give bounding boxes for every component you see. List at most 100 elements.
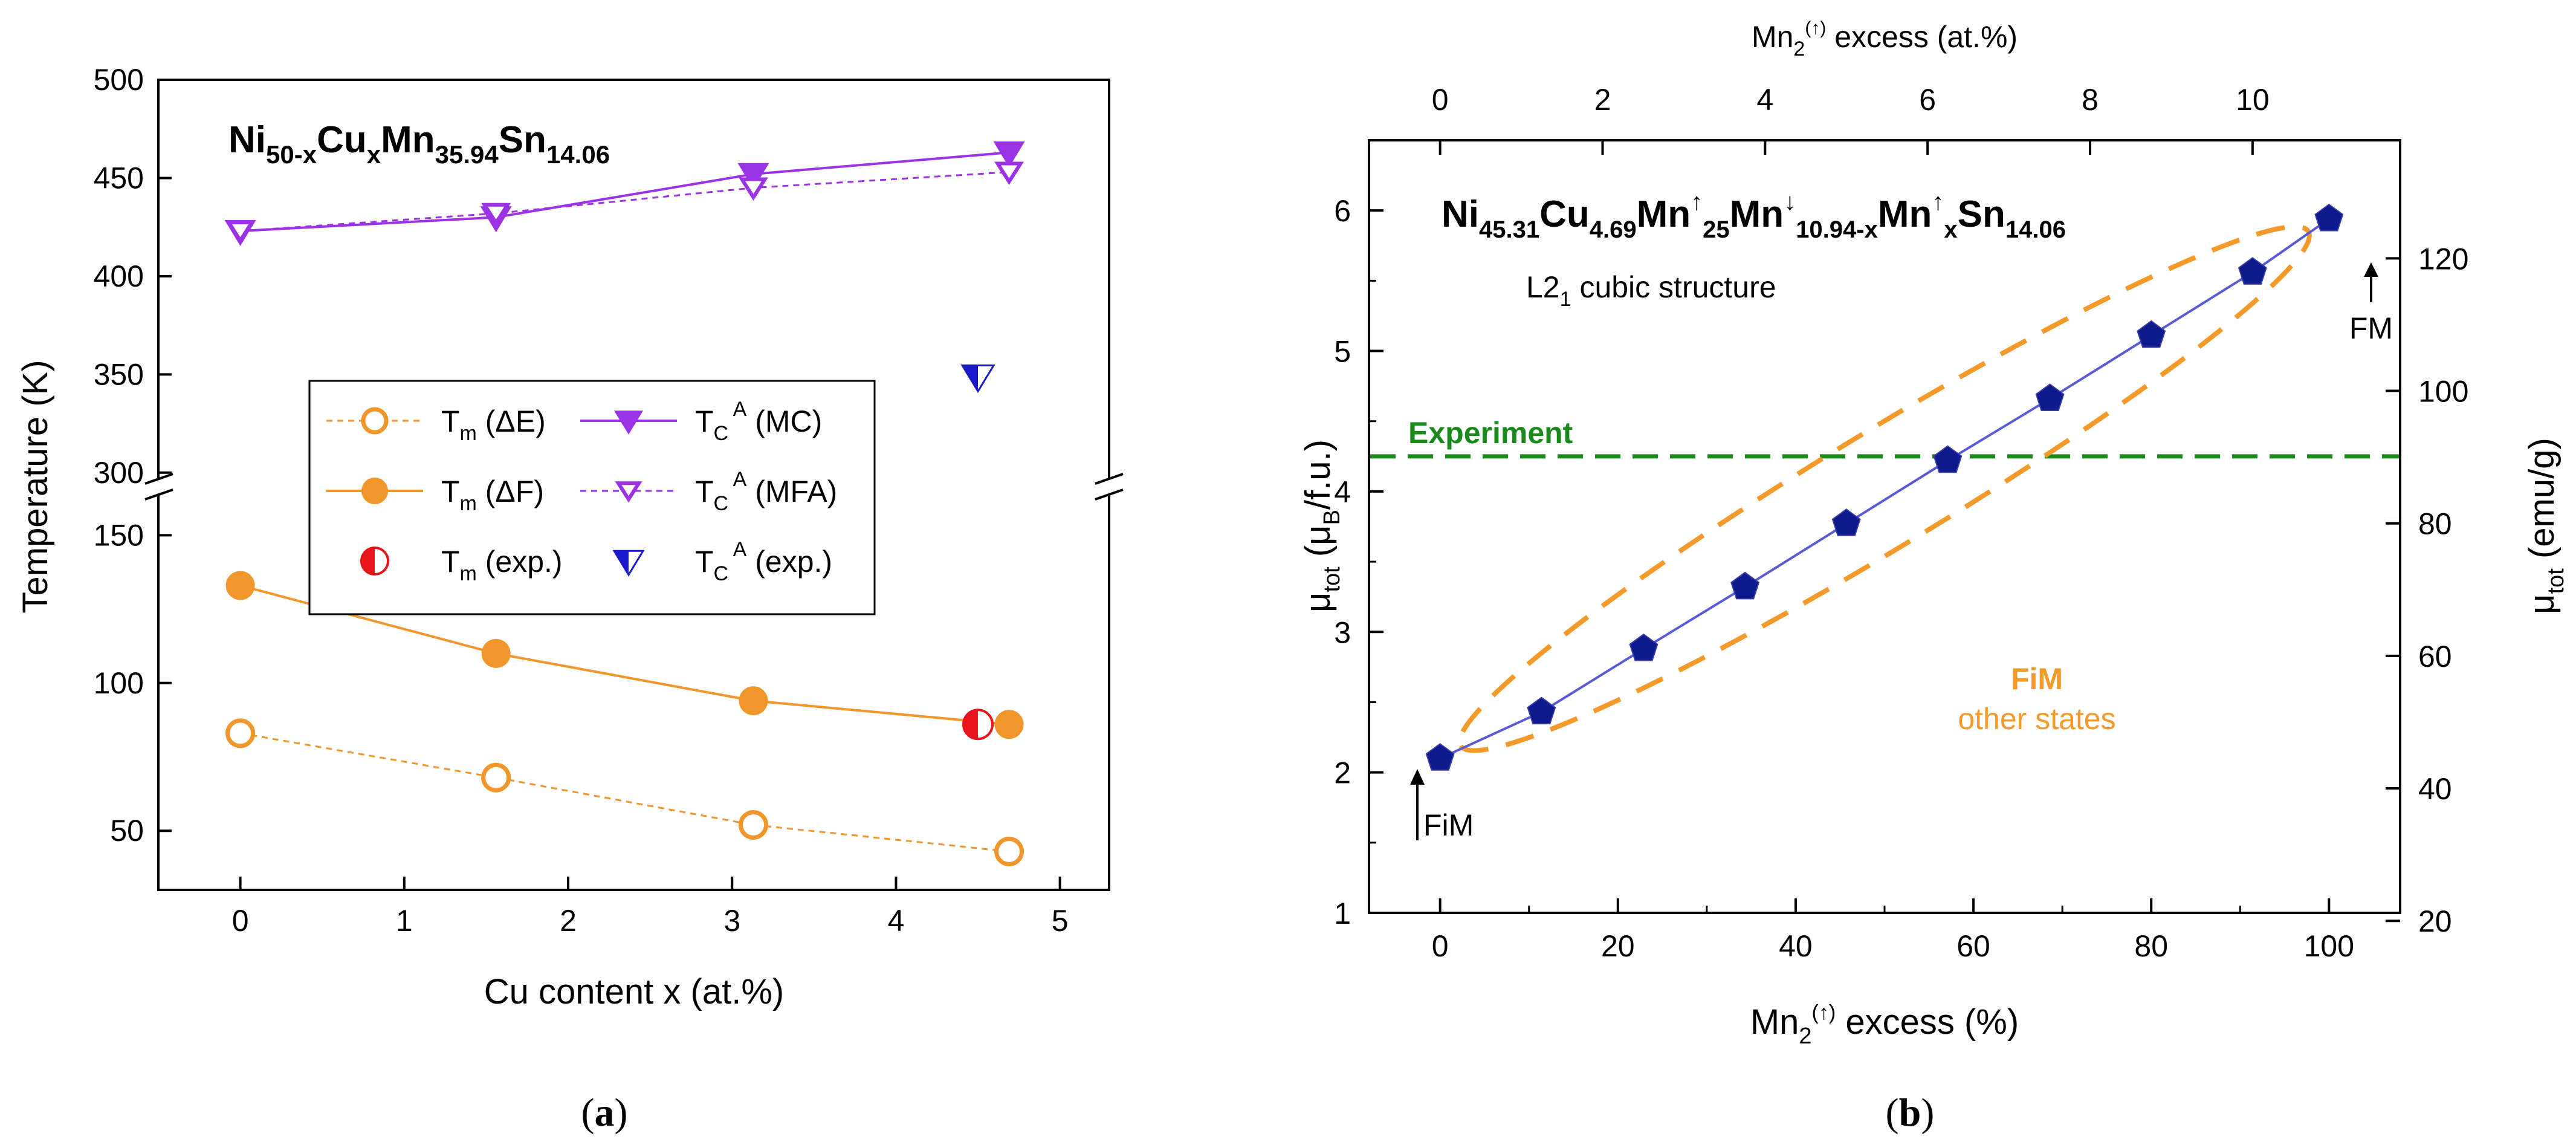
y2-tick-label: 120 bbox=[2418, 242, 2468, 276]
x-tick-label: 4 bbox=[888, 904, 905, 938]
data-point-shape bbox=[993, 141, 1025, 167]
data-point bbox=[225, 571, 255, 600]
x-tick-label: 1 bbox=[396, 904, 413, 938]
panel-b-title: Ni45.31Cu4.69Mn↑25Mn↓10.94-xMn↑xSn14.06 bbox=[1442, 189, 2066, 243]
data-point bbox=[1425, 743, 1455, 771]
data-point-shape bbox=[1527, 696, 1556, 725]
data-point-shape bbox=[739, 177, 768, 201]
y-tick-label: 5 bbox=[1334, 335, 1351, 369]
fim-annotation-text: FiM bbox=[1423, 808, 1474, 842]
data-point-shape bbox=[225, 571, 255, 600]
panel-a-axis-break-mark bbox=[1095, 488, 1124, 501]
y-tick-label: 50 bbox=[110, 814, 144, 848]
panel-b-xlabel: Mn2(↑) excess (%) bbox=[1750, 1001, 2019, 1049]
data-point-shape bbox=[225, 220, 256, 244]
legend-marker bbox=[361, 478, 388, 504]
data-point-shape bbox=[739, 686, 768, 716]
panel-a-ylabel: Temperature (K) bbox=[16, 360, 55, 613]
fm-arrow-head bbox=[2364, 262, 2378, 277]
other-states-envelope bbox=[1457, 224, 2312, 753]
data-point-shape bbox=[994, 710, 1024, 739]
y-tick-label: 500 bbox=[94, 63, 144, 97]
annotation-fm: FM bbox=[2349, 262, 2393, 345]
panel-a-legend: Tm (ΔE) Tm (ΔF) Tm (exp.) TC A (MC) TC A (MF… bbox=[308, 380, 876, 615]
y-tick-label: 6 bbox=[1334, 194, 1351, 228]
series-line-0 bbox=[240, 732, 1009, 852]
series-line bbox=[1439, 218, 2330, 760]
y2-tick-label: 20 bbox=[2418, 904, 2452, 938]
legend-marker bbox=[361, 407, 389, 435]
legend-label: TC A (MC) bbox=[695, 398, 822, 445]
panel-a-axis-break-mark bbox=[144, 473, 173, 485]
data-point bbox=[1629, 633, 1659, 661]
data-point bbox=[739, 177, 768, 201]
data-point bbox=[994, 161, 1024, 185]
data-point-shape bbox=[1425, 743, 1455, 771]
y-tick-label: 100 bbox=[94, 666, 144, 700]
legend-marker bbox=[360, 547, 389, 576]
data-point-shape bbox=[481, 638, 511, 668]
series-line-3 bbox=[240, 151, 1009, 233]
panel-a-label: (a) bbox=[581, 1091, 628, 1135]
panel-b-x2label: Mn2(↑) excess (at.%) bbox=[1752, 18, 2018, 60]
data-point-shape bbox=[2238, 257, 2267, 285]
fim-arrow-head bbox=[1410, 769, 1425, 785]
data-point-shape bbox=[737, 163, 769, 189]
legend-label: TC A (MFA) bbox=[695, 468, 837, 515]
x2-tick-label: 10 bbox=[2236, 83, 2270, 117]
data-point-shape bbox=[1831, 508, 1861, 536]
legend-marker-fill bbox=[361, 548, 375, 574]
x2-tick-label: 0 bbox=[1432, 83, 1449, 117]
data-point bbox=[2314, 203, 2344, 232]
data-point-shape bbox=[225, 718, 256, 748]
fim-label: FiM bbox=[2011, 662, 2063, 696]
y2-tick-label: 60 bbox=[2418, 640, 2452, 673]
data-point bbox=[2238, 257, 2267, 285]
legend-label: Tm (exp.) bbox=[441, 545, 563, 585]
x-tick-label: 0 bbox=[1432, 929, 1449, 963]
data-point bbox=[994, 710, 1024, 739]
data-point-fill bbox=[962, 365, 979, 392]
x-tick-label: 3 bbox=[723, 904, 740, 938]
x-tick-label: 5 bbox=[1052, 904, 1069, 938]
fm-annotation-text: FM bbox=[2349, 311, 2393, 345]
data-point-shape bbox=[1933, 445, 1963, 473]
panel-a-title: Ni50-xCuxMn35.94Sn14.06 bbox=[228, 119, 610, 169]
y2-tick-label: 40 bbox=[2418, 772, 2452, 806]
y-tick-label: 400 bbox=[94, 259, 144, 293]
legend-label: Tm (ΔF) bbox=[441, 475, 544, 515]
data-point-shape bbox=[994, 836, 1024, 866]
legend-label: TC A (exp.) bbox=[695, 538, 832, 585]
legend-label: Tm (ΔE) bbox=[441, 404, 546, 445]
data-point bbox=[962, 709, 994, 741]
data-point bbox=[1527, 696, 1556, 725]
y-tick-label: 350 bbox=[94, 357, 144, 391]
y-tick-label: 3 bbox=[1334, 615, 1351, 649]
y-tick-label: 4 bbox=[1334, 475, 1351, 509]
panel-b-ylabel: μtot (μB/f.u.) bbox=[1298, 440, 1345, 612]
data-point-shape bbox=[481, 762, 511, 793]
y-tick-label: 450 bbox=[94, 161, 144, 195]
y-tick-label: 300 bbox=[94, 456, 144, 490]
x2-tick-label: 8 bbox=[2082, 83, 2099, 117]
panel-a-xlabel: Cu content x (at.%) bbox=[484, 972, 784, 1011]
panel-a-axis-break-mark bbox=[144, 488, 173, 501]
x-tick-label: 40 bbox=[1779, 929, 1813, 963]
data-point-shape bbox=[1629, 633, 1659, 661]
data-point-shape bbox=[2314, 203, 2344, 232]
data-point bbox=[1933, 445, 1963, 473]
y2-tick-label: 80 bbox=[2418, 507, 2452, 541]
data-point-shape bbox=[994, 161, 1024, 185]
x2-tick-label: 2 bbox=[1594, 83, 1611, 117]
legend-marker-shape bbox=[615, 481, 642, 503]
data-point bbox=[993, 141, 1025, 167]
data-point-shape bbox=[738, 809, 768, 840]
data-point-shape bbox=[2035, 383, 2065, 411]
x-tick-label: 2 bbox=[560, 904, 577, 938]
y-tick-label: 150 bbox=[94, 518, 144, 552]
panel-a-axis-break-mark bbox=[1095, 473, 1124, 485]
data-point-shape bbox=[2137, 320, 2166, 348]
x-tick-label: 20 bbox=[1601, 929, 1635, 963]
